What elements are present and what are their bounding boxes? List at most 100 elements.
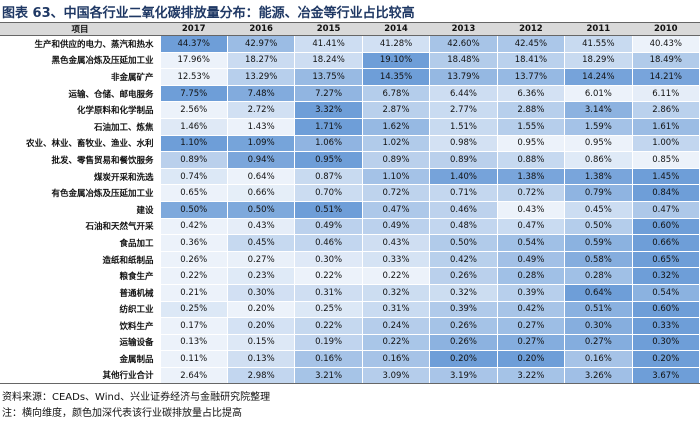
- table-cell: 0.28%: [564, 267, 633, 285]
- table-cell: 12.53%: [159, 68, 228, 86]
- table-cell: 3.09%: [361, 366, 431, 385]
- table-cell: 0.71%: [429, 184, 498, 202]
- table-cell: 0.22%: [361, 267, 431, 285]
- row-label: 食品加工: [119, 238, 154, 249]
- header-cell: 项目: [0, 22, 160, 36]
- row-label: 化学原料和化学制品: [76, 106, 154, 117]
- header-cell: 2016: [227, 22, 295, 36]
- table-cell: 0.64%: [226, 167, 296, 186]
- table-cell: 2.86%: [631, 101, 700, 119]
- row-label: 石油和天然气开采: [85, 222, 154, 233]
- table-cell: 13.29%: [226, 68, 296, 86]
- table-cell: 0.59%: [564, 234, 633, 252]
- table-cell: 18.41%: [496, 51, 566, 70]
- table-row: 建设 0.50% 0.50% 0.51% 0.47% 0.46% 0.43% 0.45% 0.4…: [0, 200, 700, 219]
- table-cell: 0.20%: [226, 300, 296, 319]
- table-row: 金属制品 0.11% 0.13% 0.16% 0.16% 0.20% 0.20% 0.16% 0…: [0, 350, 700, 368]
- table-cell: 0.74%: [159, 167, 228, 186]
- table-cell: 0.72%: [496, 184, 566, 202]
- table-cell: 0.47%: [496, 217, 566, 236]
- table-row: 农业、林业、畜牧业、渔业、水利 1.10% 1.09% 1.06% 1.02% 0.98%…: [0, 134, 700, 153]
- table-cell: 0.30%: [631, 333, 700, 352]
- header-row: 项目 2017 2016 2015 2014 2013 2012 2011 2010: [0, 22, 700, 36]
- table-cell: 0.47%: [631, 200, 700, 219]
- table-cell: 1.09%: [226, 134, 296, 153]
- table-cell: 0.98%: [429, 134, 498, 153]
- table-cell: 0.42%: [429, 250, 498, 269]
- table-row: 非金属矿产 12.53% 13.29% 13.75% 14.35% 13.79% 13.77…: [0, 68, 700, 86]
- table-cell: 3.32%: [294, 101, 363, 119]
- table-cell: 0.13%: [159, 333, 228, 352]
- row-label: 有色金属冶炼及压延加工业: [51, 189, 154, 200]
- table-cell: 1.40%: [429, 167, 498, 186]
- table-cell: 0.64%: [564, 283, 633, 302]
- table-cell: 1.71%: [294, 117, 363, 136]
- table-cell: 0.54%: [631, 283, 700, 302]
- table-cell: 41.55%: [564, 35, 633, 53]
- table-cell: 19.10%: [361, 51, 431, 70]
- table-cell: 0.89%: [159, 151, 228, 169]
- table-cell: 0.39%: [429, 300, 498, 319]
- table-cell: 0.50%: [429, 234, 498, 252]
- table-cell: 0.26%: [429, 333, 498, 352]
- header-cell: 2017: [160, 22, 228, 36]
- table-cell: 1.45%: [631, 167, 700, 186]
- table-cell: 17.96%: [159, 51, 228, 70]
- header-cell: 2010: [632, 22, 700, 36]
- table-cell: 0.30%: [226, 283, 296, 302]
- row-label: 黑色金属冶炼及压延加工业: [51, 56, 154, 67]
- table-row: 石油加工、炼焦 1.46% 1.43% 1.71% 1.62% 1.51% 1.55% 1.5…: [0, 117, 700, 136]
- row-label: 运输设备: [119, 338, 154, 349]
- table-cell: 40.43%: [631, 35, 700, 53]
- title: 图表 63、中国各行业二氧化碳排放量分布：能源、冶金等行业占比较高: [2, 6, 415, 21]
- table-cell: 2.64%: [159, 366, 228, 385]
- table-cell: 0.86%: [564, 151, 633, 169]
- table-cell: 13.77%: [496, 68, 566, 86]
- table-cell: 0.60%: [631, 300, 700, 319]
- table-cell: 7.75%: [159, 84, 228, 103]
- table-cell: 1.10%: [361, 167, 431, 186]
- table-row: 石油和天然气开采 0.42% 0.43% 0.49% 0.49% 0.48% 0.47% 0.…: [0, 217, 700, 236]
- table-cell: 41.41%: [294, 35, 363, 53]
- table-row: 运输设备 0.13% 0.15% 0.19% 0.22% 0.26% 0.27% 0.27% 0…: [0, 333, 700, 352]
- table-cell: 0.20%: [496, 350, 566, 368]
- row-label: 煤炭开采和洗选: [93, 172, 154, 183]
- table-row: 造纸和纸制品 0.26% 0.27% 0.30% 0.33% 0.42% 0.49% 0.58…: [0, 250, 700, 269]
- table-cell: 0.46%: [294, 234, 363, 252]
- table-cell: 0.32%: [361, 283, 431, 302]
- table-cell: 7.48%: [226, 84, 296, 103]
- table-cell: 0.19%: [294, 333, 363, 352]
- table-cell: 0.72%: [361, 184, 431, 202]
- table-cell: 0.23%: [226, 267, 296, 285]
- table-cell: 1.43%: [226, 117, 296, 136]
- table-cell: 0.94%: [226, 151, 296, 169]
- table-row: 饮料生产 0.17% 0.20% 0.22% 0.24% 0.26% 0.27% 0.30% 0…: [0, 317, 700, 335]
- table-cell: 44.37%: [159, 35, 228, 53]
- table-cell: 0.13%: [226, 350, 296, 368]
- table-cell: 18.27%: [226, 51, 296, 70]
- table-cell: 0.87%: [294, 167, 363, 186]
- table-row: 粮食生产 0.22% 0.23% 0.22% 0.22% 0.26% 0.28% 0.28% 0…: [0, 267, 700, 285]
- table-cell: 0.84%: [631, 184, 700, 202]
- table-cell: 0.95%: [564, 134, 633, 153]
- header-cell: 2014: [362, 22, 430, 36]
- table-cell: 42.60%: [429, 35, 498, 53]
- table-cell: 41.28%: [361, 35, 431, 53]
- table-cell: 0.46%: [429, 200, 498, 219]
- table-cell: 0.17%: [159, 317, 228, 335]
- table-cell: 0.65%: [631, 250, 700, 269]
- table-cell: 42.97%: [226, 35, 296, 53]
- table-cell: 2.98%: [226, 366, 296, 385]
- table-cell: 18.49%: [631, 51, 700, 70]
- table-cell: 6.11%: [631, 84, 700, 103]
- table-cell: 3.22%: [496, 366, 566, 385]
- header-cell: 2012: [497, 22, 565, 36]
- row-label: 金属制品: [119, 355, 154, 366]
- row-label: 普通机械: [119, 288, 154, 299]
- source: 资料来源：CEADs、Wind、兴业证券经济与金融研究院整理: [2, 392, 271, 403]
- table-row: 普通机械 0.21% 0.30% 0.31% 0.32% 0.32% 0.39% 0.64% 0…: [0, 283, 700, 302]
- table-cell: 18.48%: [429, 51, 498, 70]
- table-row: 生产和供应的电力、蒸汽和热水 44.37% 42.97% 41.41% 41.28% 42…: [0, 35, 700, 53]
- header-cell: 2011: [564, 22, 633, 36]
- table-cell: 0.27%: [226, 250, 296, 269]
